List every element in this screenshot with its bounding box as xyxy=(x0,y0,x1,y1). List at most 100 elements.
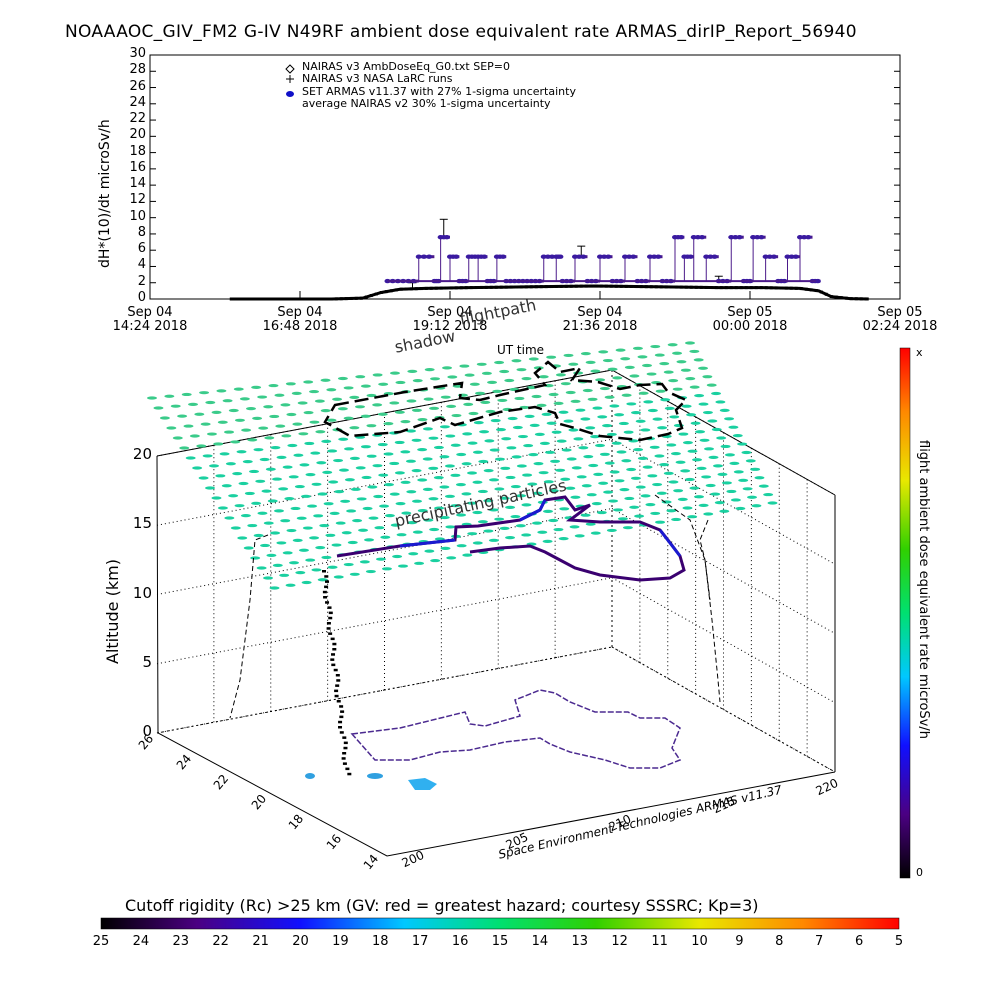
y-tick-label: 26 xyxy=(129,78,146,94)
precip-dot xyxy=(738,478,749,482)
nairas-point xyxy=(459,286,463,290)
precip-dot xyxy=(429,406,440,410)
precip-dot xyxy=(395,380,406,385)
precip-dot xyxy=(719,408,730,412)
altitude-axis-label: Altitude (km) xyxy=(103,559,122,664)
precip-dot xyxy=(695,430,706,434)
armas-point xyxy=(597,254,603,259)
precip-dot xyxy=(211,410,222,414)
precip-dot xyxy=(715,400,726,404)
precip-dot xyxy=(311,568,322,572)
precip-dot xyxy=(598,350,609,354)
y-tick-label: 6 xyxy=(137,241,146,257)
precip-dot xyxy=(599,452,610,456)
precip-dot xyxy=(568,428,579,432)
precip-dot xyxy=(504,378,515,383)
precip-dot xyxy=(408,552,419,556)
precip-dot xyxy=(177,414,188,418)
descent-point xyxy=(328,611,333,615)
x-tick-label-line2: 19:12 2018 xyxy=(412,319,488,334)
nairas-point xyxy=(469,286,473,290)
precip-dot xyxy=(398,564,409,568)
x-tick-label: Sep 04 19:12 2018 xyxy=(400,306,500,334)
precip-dot xyxy=(349,456,360,460)
precip-dot xyxy=(514,396,525,401)
precip-dot xyxy=(745,459,756,463)
precip-dot xyxy=(222,399,233,403)
precip-dot xyxy=(455,483,466,487)
x-tick-label: Sep 04 14:24 2018 xyxy=(100,306,200,334)
precip-dot xyxy=(417,509,428,513)
y-tick-label: 28 xyxy=(129,62,146,78)
armas-point xyxy=(797,234,803,240)
precip-dot xyxy=(597,415,608,419)
precip-dot xyxy=(659,463,670,467)
precip-dot xyxy=(456,544,467,548)
precip-dot xyxy=(652,482,663,487)
nairas-point xyxy=(474,286,478,290)
precip-dot xyxy=(383,483,394,487)
precip-dot xyxy=(234,504,245,508)
armas-point xyxy=(690,234,697,240)
precip-dot xyxy=(505,505,516,509)
precip-dot xyxy=(383,422,394,426)
precip-dot xyxy=(569,525,580,529)
nairas-point xyxy=(774,286,778,290)
precip-dot xyxy=(286,528,297,533)
precip-dot xyxy=(373,494,384,499)
precip-dot xyxy=(560,477,571,481)
precip-dot xyxy=(315,546,326,550)
timeseries-ticks xyxy=(149,54,901,300)
descent-point xyxy=(332,648,337,651)
descent-point xyxy=(338,720,343,724)
precip-dot xyxy=(714,501,725,505)
precip-dot xyxy=(356,497,367,501)
precip-dot xyxy=(433,476,444,480)
precip-dot xyxy=(451,413,462,418)
precip-dot xyxy=(629,374,640,378)
precip-dot xyxy=(510,484,521,489)
precip-dot xyxy=(422,457,433,461)
precip-dot xyxy=(258,426,269,430)
descent-point xyxy=(335,674,340,677)
precip-dot xyxy=(590,531,601,535)
nairas-point xyxy=(484,285,488,289)
descent-point xyxy=(330,637,335,641)
precip-dot xyxy=(423,397,434,401)
precip-dot xyxy=(389,461,400,466)
precip-dot xyxy=(655,389,666,393)
precip-dot xyxy=(619,488,630,492)
precip-dot xyxy=(680,368,691,372)
precip-dot xyxy=(637,456,648,460)
precip-dot xyxy=(622,526,633,530)
precip-dot xyxy=(299,463,310,467)
precip-dot xyxy=(423,518,434,522)
precip-dot xyxy=(270,531,281,535)
precip-dot xyxy=(732,434,743,438)
descent-point xyxy=(338,726,343,729)
precip-dot xyxy=(724,417,735,421)
nairas-point xyxy=(309,297,313,301)
precip-dot xyxy=(303,410,314,415)
nairas-point xyxy=(589,284,593,288)
precip-dot xyxy=(286,412,297,417)
precip-dot xyxy=(323,502,334,506)
nairas-point xyxy=(734,286,738,290)
precip-dot xyxy=(179,446,190,450)
precip-dot xyxy=(702,410,713,415)
precip-dot xyxy=(666,443,677,447)
precip-dot xyxy=(483,529,494,533)
precip-dot xyxy=(298,432,309,436)
nairas-point xyxy=(329,297,333,301)
precip-dot xyxy=(378,473,389,477)
precip-dot xyxy=(320,378,331,382)
precip-dot xyxy=(767,501,778,505)
precip-dot xyxy=(338,468,349,472)
nairas-point xyxy=(559,284,563,288)
precip-dot xyxy=(400,420,411,424)
x-tick-label-line2: 16:48 2018 xyxy=(262,319,338,334)
precip-dot xyxy=(230,440,241,444)
nairas-point xyxy=(779,286,783,290)
precip-dot xyxy=(494,457,505,461)
precip-dot xyxy=(663,370,674,374)
